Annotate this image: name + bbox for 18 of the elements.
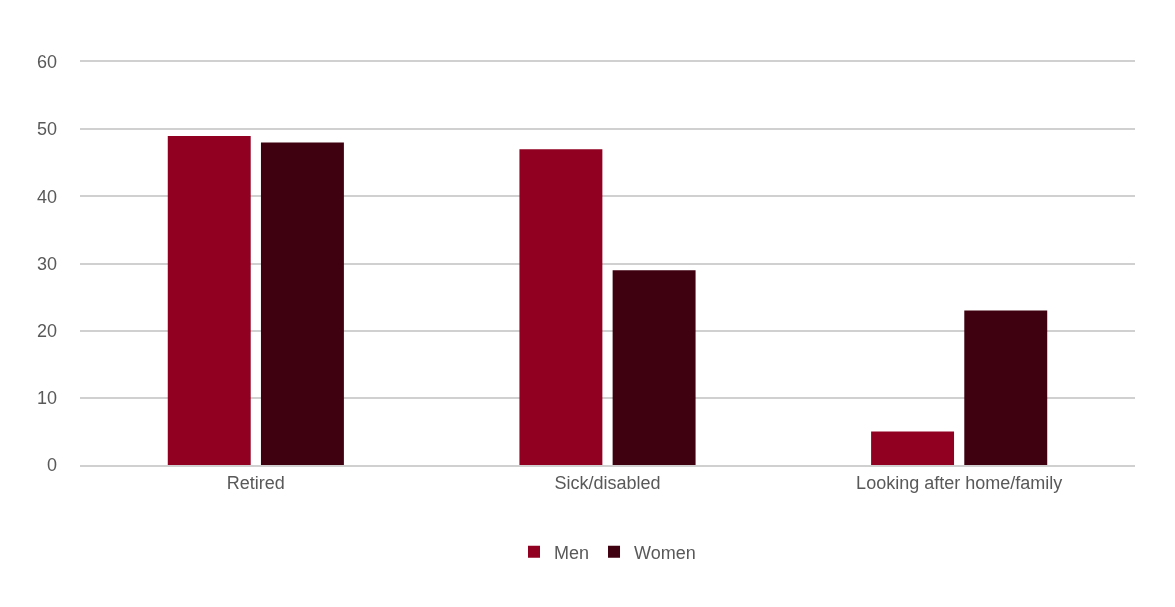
bar bbox=[167, 135, 251, 465]
y-tick-label: 20 bbox=[36, 320, 57, 341]
bar bbox=[260, 142, 344, 465]
y-tick-label: 50 bbox=[36, 119, 57, 140]
legend-label: Men bbox=[554, 542, 590, 563]
y-tick-label: 40 bbox=[36, 186, 57, 207]
x-tick-label: Sick/disabled bbox=[554, 472, 661, 493]
bar bbox=[519, 149, 603, 465]
legend-label: Women bbox=[634, 542, 696, 563]
x-tick-label: Retired bbox=[226, 472, 285, 493]
y-tick-label: 10 bbox=[36, 388, 57, 409]
y-tick-label: 0 bbox=[46, 455, 57, 476]
x-tick-label: Looking after home/family bbox=[856, 472, 1063, 493]
bar bbox=[964, 310, 1048, 465]
y-tick-label: 30 bbox=[36, 253, 57, 274]
y-tick-label: 60 bbox=[36, 52, 57, 73]
bar bbox=[871, 431, 955, 465]
bar bbox=[612, 270, 696, 465]
